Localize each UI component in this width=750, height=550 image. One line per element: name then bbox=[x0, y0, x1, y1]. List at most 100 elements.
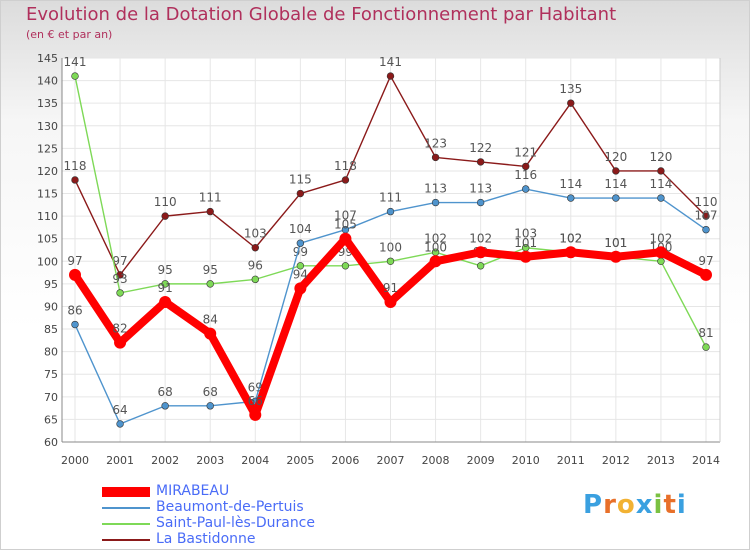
legend-label-saint-paul-l-s-durance: Saint-Paul-lès-Durance bbox=[156, 515, 315, 531]
data-label-mirabeau-2005: 94 bbox=[293, 267, 308, 281]
data-point-mirabeau-2000 bbox=[69, 268, 81, 281]
data-point-beaumont-de-pertuis-2005 bbox=[296, 239, 305, 247]
legend-item-beaumont-de-pertuis: Beaumont-de-Pertuis bbox=[102, 499, 362, 516]
data-point-mirabeau-2002 bbox=[159, 295, 172, 308]
data-point-beaumont-de-pertuis-2014 bbox=[702, 225, 710, 234]
data-label-la-bastidonne-2011: 135 bbox=[559, 82, 582, 96]
legend-swatch-saint-paul-l-s-durance bbox=[102, 523, 150, 525]
data-point-la-bastidonne-2006 bbox=[341, 176, 350, 184]
y-tick-label-135: 135 bbox=[37, 97, 58, 110]
y-tick-label-90: 90 bbox=[44, 300, 58, 313]
data-point-saint-paul-l-s-durance-2000 bbox=[71, 72, 79, 80]
data-label-saint-paul-l-s-durance-2003: 95 bbox=[203, 263, 218, 277]
data-point-la-bastidonne-2009 bbox=[476, 158, 485, 166]
data-label-saint-paul-l-s-durance-2010: 103 bbox=[514, 227, 537, 241]
data-point-beaumont-de-pertuis-2012 bbox=[612, 194, 620, 202]
x-tick-label-2004: 2004 bbox=[241, 454, 269, 467]
y-tick-label-140: 140 bbox=[37, 75, 58, 88]
y-tick-label-105: 105 bbox=[37, 233, 58, 246]
x-tick-label-2014: 2014 bbox=[692, 454, 720, 467]
data-point-beaumont-de-pertuis-2007 bbox=[386, 207, 395, 216]
legend-item-mirabeau: MIRABEAU bbox=[102, 483, 362, 500]
x-tick-label-2000: 2000 bbox=[61, 454, 89, 467]
data-label-mirabeau-2002: 91 bbox=[158, 281, 173, 295]
data-label-beaumont-de-pertuis-2007: 111 bbox=[379, 191, 402, 205]
data-point-saint-paul-l-s-durance-2006 bbox=[341, 262, 350, 270]
data-point-mirabeau-2001 bbox=[114, 336, 127, 349]
data-point-mirabeau-2014 bbox=[700, 268, 712, 281]
data-point-mirabeau-2012 bbox=[609, 250, 622, 263]
data-label-beaumont-de-pertuis-2013: 114 bbox=[649, 177, 672, 191]
y-tick-label-75: 75 bbox=[44, 368, 58, 381]
data-label-mirabeau-2006: 105 bbox=[334, 218, 357, 232]
data-label-mirabeau-2011: 102 bbox=[559, 231, 582, 245]
legend-item-la-bastidonne: La Bastidonne bbox=[102, 531, 362, 548]
data-label-la-bastidonne-2013: 120 bbox=[649, 150, 672, 164]
data-label-saint-paul-l-s-durance-2004: 96 bbox=[248, 258, 263, 272]
data-point-mirabeau-2013 bbox=[654, 246, 667, 259]
data-point-saint-paul-l-s-durance-2001 bbox=[116, 289, 124, 297]
y-tick-label-70: 70 bbox=[44, 391, 58, 404]
data-point-saint-paul-l-s-durance-2002 bbox=[161, 280, 169, 288]
data-point-saint-paul-l-s-durance-2009 bbox=[476, 262, 485, 270]
x-tick-label-2009: 2009 bbox=[467, 454, 495, 467]
data-label-beaumont-de-pertuis-2009: 113 bbox=[469, 182, 492, 196]
data-point-la-bastidonne-2003 bbox=[206, 207, 214, 216]
data-label-la-bastidonne-2000: 118 bbox=[64, 159, 87, 173]
y-tick-label-130: 130 bbox=[37, 120, 58, 133]
data-label-beaumont-de-pertuis-2005: 104 bbox=[289, 222, 312, 236]
data-label-beaumont-de-pertuis-2011: 114 bbox=[559, 177, 582, 191]
data-label-mirabeau-2008: 100 bbox=[424, 240, 447, 254]
data-point-mirabeau-2007 bbox=[384, 295, 397, 308]
data-label-la-bastidonne-2008: 123 bbox=[424, 136, 447, 150]
data-point-beaumont-de-pertuis-2013 bbox=[657, 194, 665, 202]
data-label-saint-paul-l-s-durance-2002: 95 bbox=[158, 263, 173, 277]
data-point-la-bastidonne-2014 bbox=[702, 212, 710, 220]
data-label-la-bastidonne-2002: 110 bbox=[154, 195, 177, 209]
data-label-saint-paul-l-s-durance-2007: 100 bbox=[379, 240, 402, 254]
data-point-beaumont-de-pertuis-2009 bbox=[476, 198, 485, 207]
data-label-beaumont-de-pertuis-2001: 64 bbox=[112, 403, 127, 417]
data-label-la-bastidonne-2012: 120 bbox=[604, 150, 627, 164]
data-label-saint-paul-l-s-durance-2008: 102 bbox=[424, 231, 447, 245]
y-tick-label-115: 115 bbox=[37, 188, 58, 201]
data-label-saint-paul-l-s-durance-2001: 93 bbox=[112, 272, 127, 286]
data-point-la-bastidonne-2010 bbox=[522, 162, 530, 171]
data-point-mirabeau-2010 bbox=[519, 250, 532, 263]
data-point-la-bastidonne-2004 bbox=[251, 244, 259, 252]
data-label-mirabeau-2001: 82 bbox=[112, 322, 127, 336]
y-tick-label-60: 60 bbox=[44, 436, 58, 449]
data-label-mirabeau-2003: 84 bbox=[203, 313, 218, 327]
y-tick-label-100: 100 bbox=[37, 255, 58, 268]
data-label-mirabeau-2004: 66 bbox=[248, 394, 263, 408]
data-label-beaumont-de-pertuis-2008: 113 bbox=[424, 182, 447, 196]
data-point-saint-paul-l-s-durance-2007 bbox=[386, 257, 395, 265]
data-point-beaumont-de-pertuis-2001 bbox=[116, 420, 124, 428]
data-label-la-bastidonne-2001: 97 bbox=[112, 254, 127, 268]
x-tick-label-2006: 2006 bbox=[331, 454, 359, 467]
proxiti-logo: Proxiti bbox=[583, 490, 687, 520]
data-point-la-bastidonne-2000 bbox=[71, 176, 79, 184]
data-point-la-bastidonne-2005 bbox=[296, 189, 305, 198]
data-label-beaumont-de-pertuis-2010: 116 bbox=[514, 168, 537, 182]
y-tick-label-80: 80 bbox=[44, 346, 58, 359]
data-label-beaumont-de-pertuis-2004: 69 bbox=[248, 380, 263, 394]
chart-legend: MIRABEAU Beaumont-de-Pertuis Saint-Paul-lè… bbox=[102, 483, 362, 548]
data-label-la-bastidonne-2014: 110 bbox=[695, 195, 718, 209]
data-label-saint-paul-l-s-durance-2012: 101 bbox=[604, 236, 627, 250]
data-label-saint-paul-l-s-durance-2011: 102 bbox=[559, 231, 582, 245]
y-tick-label-125: 125 bbox=[37, 142, 58, 155]
data-point-mirabeau-2011 bbox=[564, 246, 577, 259]
data-label-beaumont-de-pertuis-2002: 68 bbox=[158, 385, 173, 399]
data-label-mirabeau-2013: 102 bbox=[649, 231, 672, 245]
data-point-la-bastidonne-2012 bbox=[612, 167, 620, 175]
legend-swatch-la-bastidonne bbox=[102, 539, 150, 541]
y-tick-label-85: 85 bbox=[44, 323, 58, 336]
data-label-beaumont-de-pertuis-2006: 107 bbox=[334, 209, 357, 223]
data-point-beaumont-de-pertuis-2011 bbox=[567, 194, 575, 202]
data-label-mirabeau-2012: 101 bbox=[604, 236, 627, 250]
data-point-beaumont-de-pertuis-2000 bbox=[71, 320, 79, 329]
x-tick-label-2011: 2011 bbox=[557, 454, 585, 467]
data-point-saint-paul-l-s-durance-2005 bbox=[296, 262, 305, 270]
data-point-beaumont-de-pertuis-2002 bbox=[161, 402, 169, 410]
